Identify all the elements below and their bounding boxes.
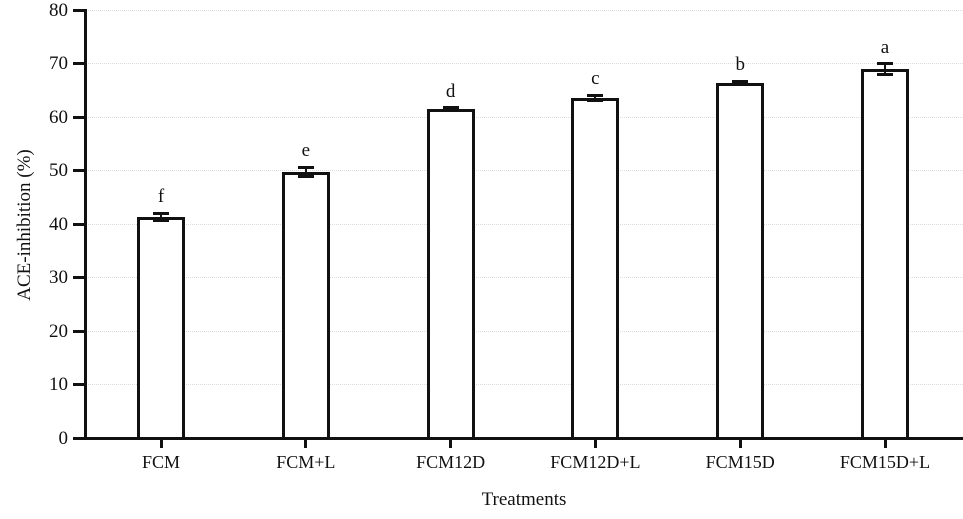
gridline	[85, 223, 963, 225]
y-tick-mark	[73, 169, 85, 172]
bar	[571, 97, 620, 438]
y-tick-mark	[73, 329, 85, 333]
y-tick-label: 60	[49, 106, 68, 128]
gridline	[85, 277, 963, 278]
gridline	[85, 330, 963, 332]
error-bar-cap-top	[587, 93, 604, 97]
x-tick-label: FCM15D+L	[839, 452, 931, 472]
y-tick-mark	[73, 8, 85, 12]
error-bar-cap-bottom	[153, 219, 169, 223]
y-tick-label: 0	[58, 427, 69, 449]
bar	[137, 217, 185, 438]
x-axis-line	[84, 437, 963, 440]
error-bar-line	[304, 167, 307, 177]
y-tick-mark	[73, 62, 85, 65]
significance-letter: e	[301, 140, 311, 162]
gridline	[85, 384, 963, 385]
gridline	[85, 116, 963, 118]
gridline	[85, 170, 963, 171]
significance-letter: d	[445, 80, 456, 102]
y-tick-mark	[73, 436, 85, 440]
y-tick-label: 50	[49, 160, 68, 181]
gridline	[85, 9, 963, 11]
error-bar-cap-top	[732, 79, 749, 83]
x-axis-title: Treatments	[481, 489, 567, 510]
y-tick-mark	[73, 276, 85, 279]
x-tick-mark	[593, 440, 597, 448]
x-tick-label: FCM	[141, 452, 181, 472]
error-bar-cap-bottom	[732, 82, 749, 86]
y-axis-title: ACE-inhibition (%)	[14, 149, 35, 301]
y-axis-line	[84, 9, 87, 440]
bar	[716, 82, 765, 438]
error-bar-line	[884, 63, 886, 75]
error-bar-cap-top	[442, 106, 459, 110]
bar	[861, 68, 909, 438]
x-tick-label: FCM12D+L	[550, 452, 641, 472]
error-bar-cap-bottom	[297, 175, 314, 179]
x-tick-mark	[738, 440, 742, 448]
x-tick-mark	[159, 440, 163, 448]
error-bar-cap-top	[877, 62, 893, 65]
x-tick-label: FCM15D	[705, 452, 775, 472]
y-tick-label: 20	[49, 320, 68, 342]
y-tick-mark	[73, 222, 85, 226]
error-bar-cap-bottom	[442, 108, 459, 112]
y-tick-label: 30	[49, 267, 68, 288]
x-tick-mark	[883, 440, 887, 448]
y-tick-label: 10	[49, 374, 68, 395]
x-tick-label: FCM12D	[416, 452, 486, 472]
error-bar-line	[160, 213, 162, 221]
y-tick-label: 80	[49, 0, 68, 21]
x-tick-label: FCM+L	[276, 452, 336, 472]
x-tick-mark	[449, 440, 453, 448]
y-tick-label: 40	[49, 213, 68, 235]
y-tick-label: 70	[49, 53, 68, 74]
significance-letter: f	[157, 186, 165, 208]
error-bar-cap-bottom	[877, 72, 893, 76]
error-bar-cap-top	[153, 211, 169, 215]
error-bar-cap-bottom	[587, 98, 604, 102]
error-bar-line	[594, 95, 597, 101]
bar	[426, 108, 475, 438]
y-tick-mark	[73, 383, 85, 386]
gridline	[85, 63, 963, 64]
y-tick-mark	[73, 115, 85, 119]
x-tick-mark	[304, 440, 308, 448]
error-bar-cap-top	[297, 165, 314, 169]
significance-letter: c	[591, 68, 600, 90]
bar	[281, 172, 330, 438]
significance-letter: b	[735, 54, 745, 76]
significance-letter: a	[880, 36, 890, 58]
